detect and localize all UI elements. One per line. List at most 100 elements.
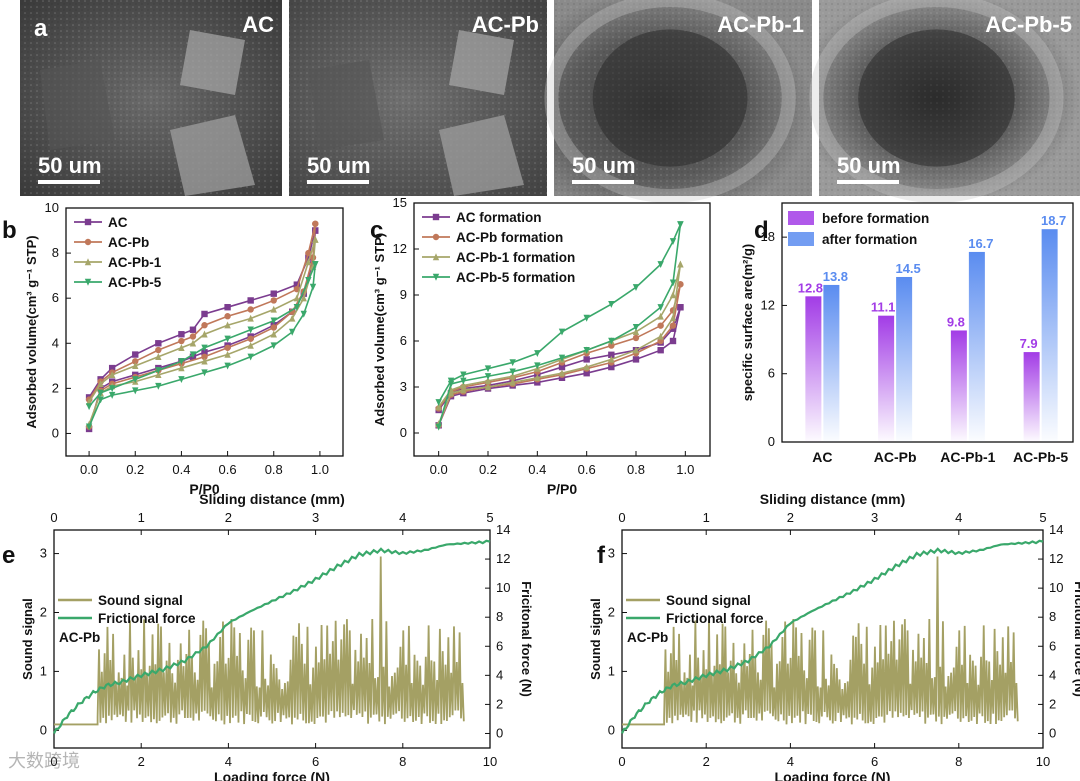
data-point (132, 358, 139, 365)
data-point (608, 301, 615, 308)
data-point (270, 330, 277, 338)
data-point (300, 310, 307, 318)
top-x-tick-label: 4 (399, 510, 406, 525)
data-point (224, 335, 231, 343)
y2-tick-label: 6 (1049, 638, 1056, 653)
data-point (224, 304, 231, 311)
data-point (509, 372, 516, 380)
data-point (178, 358, 185, 366)
data-point (289, 328, 296, 336)
y-tick-label: 6 (52, 290, 59, 305)
data-point (178, 331, 185, 338)
data-point (312, 220, 319, 227)
data-point (509, 368, 516, 376)
y2-axis-title: Fricitonal force (N) (1072, 581, 1080, 697)
data-point (558, 354, 566, 362)
data-point (155, 340, 162, 347)
y-tick-label: 12 (393, 241, 407, 256)
x-tick-label: 0.2 (126, 462, 144, 477)
panel-letter-f: f (597, 542, 606, 569)
legend-item: Frictional force (626, 611, 764, 626)
y2-tick-label: 14 (496, 522, 510, 537)
data-point (155, 382, 162, 390)
series-AC-Pb-5-formation (435, 221, 684, 431)
data-point (270, 290, 277, 297)
x-tick-label: 2 (703, 754, 710, 769)
legend-marker (432, 273, 440, 281)
x-tick-label: 0 (50, 754, 57, 769)
data-point (632, 324, 640, 331)
top-x-tick-label: 5 (1039, 510, 1046, 525)
data-point (201, 357, 208, 365)
y-tick-label: 3 (400, 379, 407, 394)
y-tick-label: 3 (608, 546, 615, 561)
y-tick-label: 2 (40, 604, 47, 619)
data-point (669, 314, 677, 322)
legend-label: AC-Pb-1 formation (456, 250, 575, 265)
y-axis-title: Adsorbed volume(cm³ g⁻¹ STP) (24, 235, 39, 428)
data-point (189, 339, 197, 347)
bar-value-label: 9.8 (947, 314, 965, 329)
data-point (201, 369, 208, 377)
bar-value-label: 11.1 (871, 300, 896, 315)
data-point (608, 363, 615, 371)
data-point (201, 322, 208, 329)
x-tick-label: 0.8 (265, 462, 283, 477)
x-tick-label: 0.4 (528, 462, 546, 477)
x-tick-label: 1.0 (311, 462, 329, 477)
y2-tick-label: 0 (1049, 725, 1056, 740)
data-point (583, 347, 590, 354)
data-point (178, 376, 185, 384)
legend-item: AC-Pb-1 formation (422, 250, 575, 265)
data-point (534, 374, 541, 381)
legend-label: Frictional force (98, 611, 196, 626)
sem-crystal (309, 60, 384, 150)
data-point (189, 326, 197, 333)
sem-pit (592, 29, 748, 167)
y-tick-label: 0 (608, 722, 615, 737)
data-point (305, 254, 312, 261)
sem-image-1: 50 um AC (20, 0, 282, 196)
legend-item: AC-Pb formation (422, 230, 563, 245)
x-tick-label: 4 (225, 754, 232, 769)
data-point (97, 396, 104, 404)
bar-before (878, 315, 895, 442)
scale-bar-line (837, 180, 899, 184)
y2-tick-label: 0 (496, 725, 503, 740)
bar-value-label: 7.9 (1020, 336, 1038, 351)
legend-label: AC-Pb (108, 235, 149, 250)
panel-c: 0.0 0.2 0.4 0.6 0.8 1.0 0 3 6 9 12 15 P/P0 Adsorbed v… (370, 195, 711, 497)
sem-crystal (170, 115, 255, 196)
data-point (669, 322, 677, 329)
data-point (632, 284, 640, 292)
bar-value-label: 13.8 (823, 269, 848, 284)
data-point (155, 346, 162, 354)
data-point (201, 344, 208, 352)
sem-image-4: 50 um AC-Pb-5 (809, 0, 1080, 203)
legend-marker (432, 253, 440, 261)
watermark: 大数跨境 (8, 751, 80, 772)
legend-marker (432, 233, 440, 241)
y-tick-label: 1 (608, 663, 615, 678)
data-point (201, 353, 208, 360)
data-point (484, 377, 492, 385)
data-point (132, 387, 139, 395)
top-x-tick-label: 0 (618, 510, 625, 525)
x-tick-label: 8 (399, 754, 406, 769)
top-x-tick-label: 3 (871, 510, 878, 525)
data-point (132, 376, 139, 384)
data-point (460, 386, 467, 394)
top-x-tick-label: 2 (225, 510, 232, 525)
data-point (435, 399, 442, 407)
y-axis-title: specific surface are(m²/g) (740, 244, 755, 402)
data-point (509, 359, 516, 367)
data-point (460, 371, 467, 379)
data-point (657, 312, 664, 320)
bar-before (950, 330, 967, 442)
legend-label: AC-Pb formation (456, 230, 563, 245)
bar-after (1041, 229, 1058, 442)
top-x-tick-label: 0 (50, 510, 57, 525)
data-point (435, 403, 442, 411)
